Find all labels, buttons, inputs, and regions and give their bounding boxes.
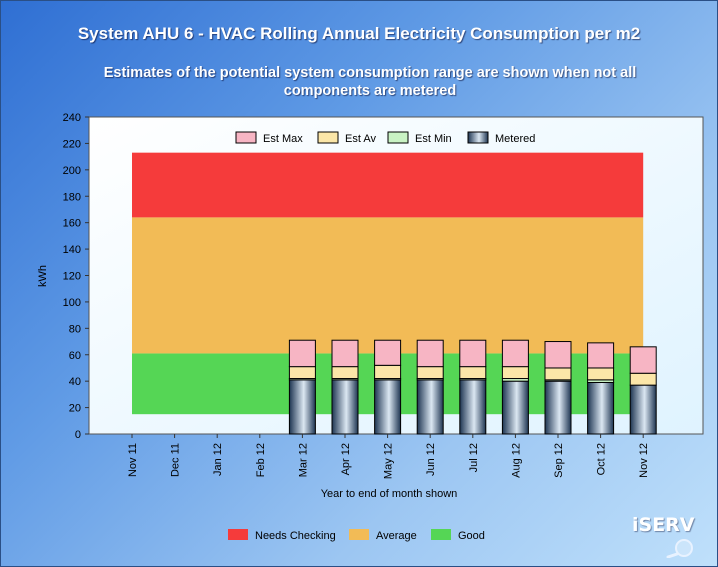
x-tick-label: Sep 12	[553, 443, 565, 478]
x-tick-label: Oct 12	[596, 443, 608, 475]
bar-metered	[587, 381, 615, 435]
bar-est-av	[629, 372, 657, 386]
bar-metered	[416, 379, 444, 435]
x-tick-label: Nov 12	[638, 443, 650, 478]
bar-metered	[544, 380, 572, 435]
bar-metered	[288, 379, 316, 435]
bar-est-av	[544, 367, 572, 381]
y-tick-label: 220	[63, 138, 81, 150]
bar-est-max	[416, 339, 444, 368]
bar-metered	[331, 379, 359, 435]
x-tick-label: Feb 12	[255, 443, 267, 477]
bar-est-max	[288, 339, 316, 368]
y-tick-label: 20	[69, 403, 81, 415]
bar-est-av	[501, 366, 529, 380]
bar-est-max	[587, 342, 615, 369]
bar-est-max	[459, 339, 487, 368]
chart-title: System AHU 6 - HVAC Rolling Annual Elect…	[77, 24, 641, 43]
bar-est-av	[459, 366, 487, 380]
bar-est-av	[288, 366, 316, 380]
y-tick-label: 240	[63, 112, 81, 124]
legend-label: Average	[376, 530, 417, 542]
y-tick-label: 60	[69, 350, 81, 362]
x-tick-label: Jun 12	[425, 443, 437, 476]
legend-label: Good	[458, 530, 485, 542]
legend-label: Est Min	[415, 133, 452, 145]
bar-est-max	[544, 341, 572, 369]
legend-label: Est Av	[345, 133, 376, 145]
x-tick-label: May 12	[383, 443, 395, 479]
band-needs-checking	[132, 152, 644, 218]
legend-swatch-average	[349, 529, 369, 540]
bar-est-max	[374, 339, 402, 366]
y-axis-label: kWh	[37, 265, 49, 287]
chart-subtitle: Estimates of the potential system consum…	[103, 65, 637, 99]
x-tick-label: Apr 12	[340, 443, 352, 475]
x-tick-label: Aug 12	[510, 443, 522, 478]
x-tick-label: Nov 11	[127, 443, 139, 477]
bar-est-av	[331, 366, 359, 380]
y-tick-label: 40	[69, 376, 81, 388]
legend-label: Needs Checking	[255, 530, 336, 542]
bar-metered	[501, 380, 529, 435]
bar-metered	[374, 379, 402, 435]
bar-est-av	[416, 366, 444, 380]
y-tick-label: 180	[63, 191, 81, 203]
y-tick-label: 80	[69, 323, 81, 335]
bar-est-av	[374, 364, 402, 380]
legend-label: Metered	[495, 133, 535, 145]
bar-est-max	[331, 339, 359, 368]
bar-est-av	[587, 367, 615, 381]
x-tick-label: Jul 12	[468, 443, 480, 472]
y-tick-label: 160	[63, 218, 81, 230]
bar-metered	[459, 379, 487, 435]
band-average	[132, 217, 644, 354]
x-axis-label: Year to end of month shown	[321, 488, 458, 500]
legend-swatch-metered	[467, 131, 489, 144]
y-tick-label: 0	[75, 429, 81, 441]
x-tick-label: Mar 12	[297, 443, 309, 477]
bar-est-max	[501, 339, 529, 368]
x-tick-label: Dec 11	[170, 443, 182, 477]
y-tick-label: 140	[63, 244, 81, 256]
bar-metered	[629, 384, 657, 435]
legend-swatch-est-av	[317, 131, 339, 144]
legend-swatch-est-min	[387, 131, 409, 144]
x-tick-label: Jan 12	[212, 443, 224, 476]
logo-text: iSERV	[632, 514, 695, 536]
legend-swatch-good	[431, 529, 451, 540]
magnifier-icon	[666, 539, 693, 558]
legend-label: Est Max	[263, 133, 303, 145]
legend-swatch-needs-checking	[228, 529, 248, 540]
y-tick-label: 200	[63, 165, 81, 177]
iserv-logo: iSERV	[632, 514, 712, 558]
legend-swatch-est-max	[235, 131, 257, 144]
y-tick-label: 100	[63, 297, 81, 309]
y-tick-label: 120	[63, 271, 81, 283]
bar-est-max	[629, 346, 657, 374]
